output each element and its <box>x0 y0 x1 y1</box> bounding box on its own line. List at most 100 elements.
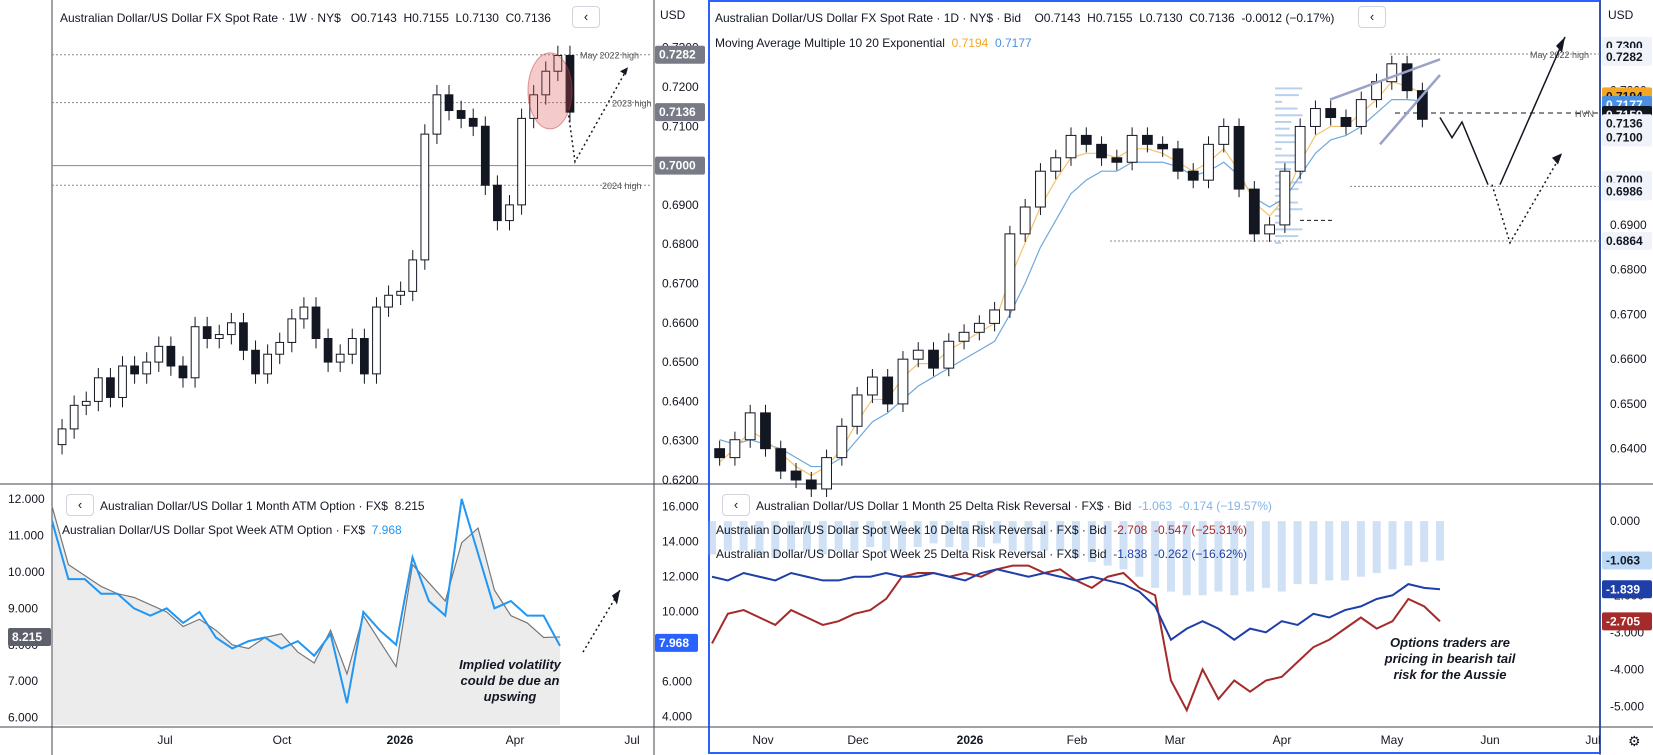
volume-profile-bar <box>1275 161 1303 164</box>
daily-candle <box>1355 99 1367 127</box>
rr-1m25-bar <box>1388 521 1397 570</box>
right-top-tag-0.7136: 0.7136 <box>1602 114 1652 133</box>
left-bottom-ytick: 12.000 <box>8 492 45 506</box>
volume-profile-bar <box>1275 241 1281 244</box>
right-bottom-tag-1839-text: -1.839 <box>1606 582 1640 596</box>
ma-legend: Moving Average Multiple 10 20 Exponentia… <box>715 35 1032 51</box>
arrowhead-icon <box>612 590 620 605</box>
volume-profile-bar <box>1275 235 1299 238</box>
volume-profile-bar <box>1275 228 1303 231</box>
rr-1m25-bar <box>1182 521 1191 596</box>
volume-profile-bar <box>1275 141 1299 144</box>
weekly-candle <box>226 322 236 336</box>
rr-1m25-bar <box>723 521 732 551</box>
rr-1m25-bar <box>1214 521 1223 592</box>
right-bottom-header-3: Australian Dollar/US Dollar Spot Week 25… <box>716 546 1247 562</box>
volume-profile-bar <box>1275 147 1282 150</box>
daily-candle <box>1264 224 1275 235</box>
left-top-ytick: 0.7100 <box>662 119 699 133</box>
ma-label: Moving Average Multiple 10 20 Exponentia… <box>715 36 945 50</box>
daily-candle <box>1065 134 1077 159</box>
rr-w10-title: Australian Dollar/US Dollar Spot Week 10… <box>716 523 1107 537</box>
left-xtick: Jul <box>624 733 639 747</box>
right-bottom-tag-1063-bg <box>1602 551 1652 570</box>
right-bottom-header-2: Australian Dollar/US Dollar Spot Week 10… <box>716 522 1247 538</box>
chevron-left-icon: ‹ <box>583 9 589 24</box>
rr-1m25-bar <box>1056 521 1065 551</box>
weekly-candle <box>93 377 103 402</box>
weekly-candle <box>57 428 67 446</box>
right-bottom-header-1: Australian Dollar/US Dollar 1 Month 25 D… <box>756 498 1272 514</box>
daily-candle <box>1157 143 1169 150</box>
weekly-candle <box>565 55 575 113</box>
left-currency-label[interactable]: USD <box>660 8 686 22</box>
right-annotation-line-2: pricing in bearish tail <box>1384 651 1516 666</box>
left-top-header: Australian Dollar/US Dollar FX Spot Rate… <box>60 10 551 26</box>
left-bottom-collapse-button[interactable]: ‹ <box>66 494 94 516</box>
right-top-low: L0.7130 <box>1139 11 1183 25</box>
right-top-tag-0.6864: 0.6864 <box>1602 232 1652 251</box>
left-bottom-ytick: 11.000 <box>8 528 44 542</box>
left-top-tag-7136-bg <box>655 103 705 122</box>
daily-candle <box>1187 170 1199 181</box>
right-xtick: Dec <box>847 733 868 747</box>
bearish-dotted-arrow <box>1491 152 1563 245</box>
rr-1m25-bar <box>1198 521 1207 596</box>
weekly-candle <box>190 326 200 379</box>
rr-1m25-bar <box>1024 521 1033 555</box>
daily-candle <box>882 376 894 405</box>
left-top-note-2024: 2024 high <box>602 181 642 191</box>
rr-1m25-bar <box>1151 521 1160 588</box>
right-top-ytick: 0.6600 <box>1610 352 1647 366</box>
right-bottom-collapse-button[interactable]: ‹ <box>722 494 750 516</box>
daily-candle <box>867 376 878 396</box>
left-top-note-may2022: May 2022 high <box>580 51 639 61</box>
settings-icon[interactable]: ⚙ <box>1628 733 1641 749</box>
rr-1m25-bar <box>1372 521 1381 574</box>
weekly-candle <box>517 117 526 206</box>
daily-candle <box>760 412 771 450</box>
weekly-candle <box>408 259 418 292</box>
rr-1m25-bar <box>1008 521 1017 551</box>
right-top-note-may2022: May 2022 high <box>1530 50 1589 60</box>
right-bottom-tag-2705: -2.705 <box>1602 612 1652 631</box>
left-bottom-header-2: Australian Dollar/US Dollar Spot Week AT… <box>62 522 402 538</box>
rr-1m25-bar <box>1325 521 1334 581</box>
right-top-tag-0.6864-text: 0.6864 <box>1606 234 1643 248</box>
right-xtick: Mar <box>1165 733 1186 747</box>
daily-candle <box>1218 125 1230 145</box>
right-top-tag-0.7100-text: 0.7100 <box>1606 130 1643 144</box>
highlight-ellipse <box>527 52 573 130</box>
chevron-left-icon: ‹ <box>733 497 739 512</box>
right-currency-label[interactable]: USD <box>1608 8 1634 22</box>
daily-candle <box>943 340 955 369</box>
left-xtick: Oct <box>273 733 292 747</box>
right-xtick: Apr <box>1273 733 1292 747</box>
bullish-solid-arrow <box>1499 36 1566 185</box>
rr-1m25-bar <box>802 521 811 551</box>
weekly-candle <box>202 326 212 340</box>
right-xtick: 2026 <box>957 733 984 747</box>
rr-1m25-bar <box>1277 521 1286 592</box>
right-xtick: Jul <box>1585 733 1600 747</box>
left-top-collapse-button[interactable]: ‹ <box>572 6 600 28</box>
right-bottom-tag-7968-bg <box>655 633 698 652</box>
left-annotation-line-3: upswing <box>483 689 537 704</box>
left-top-ytick: 0.6500 <box>662 355 699 369</box>
daily-candle <box>836 425 848 459</box>
daily-candle <box>744 412 756 441</box>
weekly-candle <box>69 404 79 430</box>
weekly-candle <box>372 306 381 375</box>
right-top-tag-0.7282: 0.7282 <box>1602 47 1652 66</box>
rr-w25-change: -0.262 (−16.62%) <box>1153 547 1248 561</box>
right-bottom-tag-1063-text: -1.063 <box>1606 554 1640 568</box>
left-top-close: C0.7136 <box>505 11 551 25</box>
rr-w25-line <box>711 568 1441 642</box>
weekly-candle <box>444 94 454 112</box>
daily-candle <box>1004 233 1016 311</box>
ma-10-value: 0.7194 <box>951 36 989 50</box>
rr-1m25-bar <box>1135 521 1144 577</box>
right-top-collapse-button[interactable]: ‹ <box>1358 6 1386 28</box>
arrowhead-icon <box>1552 153 1562 165</box>
volume-profile-bar <box>1275 194 1282 197</box>
